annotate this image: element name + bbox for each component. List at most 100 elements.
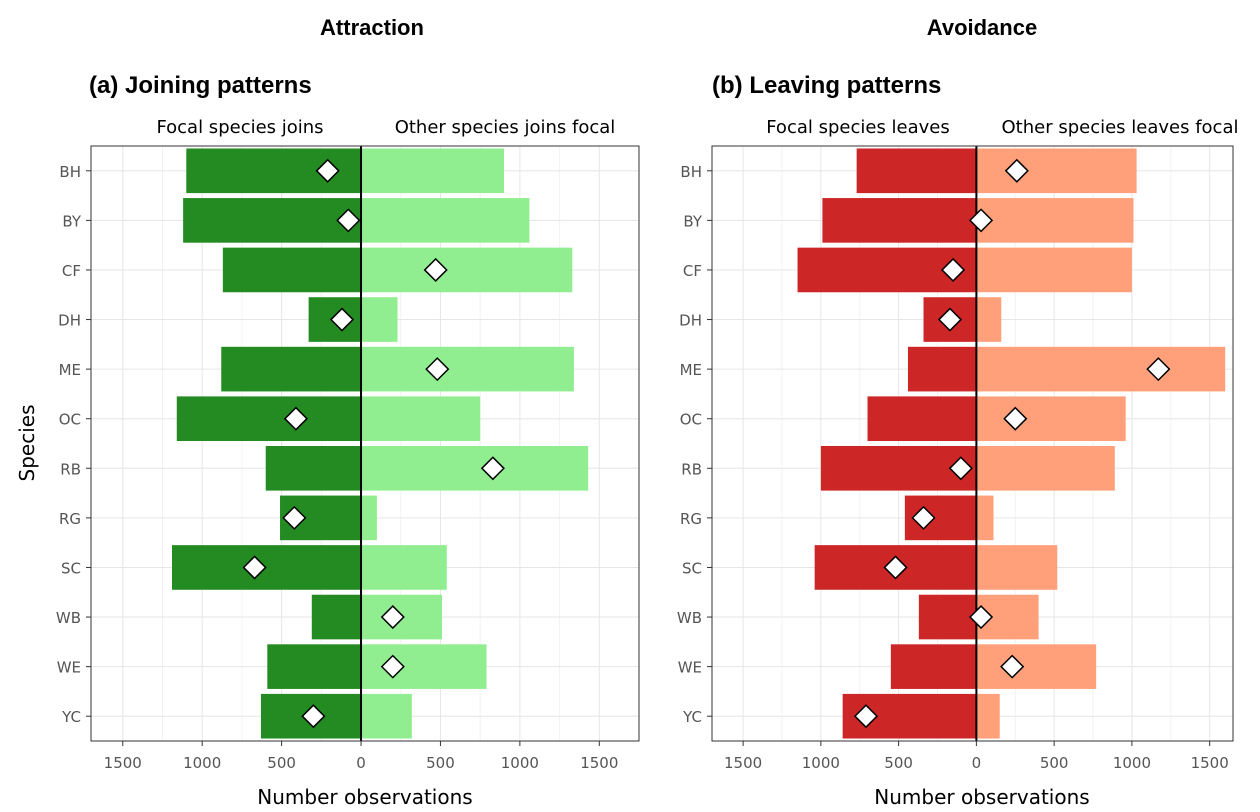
bar-left-oc: [176, 396, 362, 442]
bar-right-rg: [361, 495, 377, 541]
panel-a: Attraction (a) Joining patterns Focal sp…: [56, 15, 640, 809]
y-tick-label: SC: [61, 559, 81, 577]
y-tick-label: BY: [62, 212, 81, 230]
y-tick-label: DH: [679, 312, 702, 330]
left-label-a: Focal species joins: [156, 117, 323, 138]
x-tick-label: 1000: [802, 754, 840, 772]
y-tick-label: WE: [57, 659, 81, 677]
marker-rb: [480, 456, 505, 481]
marker-wb: [380, 604, 405, 630]
plot-area-b: 1500 1000 500 0 500 1000 1500 BH BY CF DH ME OC RB RG S…: [677, 145, 1234, 772]
panel-title-b: (b) Leaving patterns: [712, 72, 941, 99]
plot-frame: [711, 145, 1234, 742]
y-tick-label: YC: [61, 708, 81, 726]
bar-right-bh: [361, 148, 504, 194]
panel-title-a: (a) Joining patterns: [89, 72, 312, 99]
x-tick-label: 500: [884, 754, 913, 772]
marker-yc: [301, 704, 326, 729]
marker-dh: [937, 307, 963, 332]
x-tick-label: 500: [426, 754, 455, 772]
bar-right-sc: [976, 545, 1058, 590]
bar-left-oc: [867, 396, 977, 442]
marker-dh: [329, 307, 355, 332]
y-tick-label: WE: [678, 659, 702, 677]
x-tick-label: 500: [267, 754, 296, 772]
bar-right-dh: [976, 297, 1002, 342]
x-tick-label: 1500: [104, 754, 142, 772]
x-tick-label: 1500: [580, 754, 618, 772]
bar-left-wb: [311, 594, 362, 640]
marker-rg: [911, 505, 936, 530]
plot-frame: [90, 145, 640, 742]
y-tick-label: RB: [60, 460, 81, 478]
marker-cf: [940, 257, 966, 283]
y-tick-label: RB: [681, 460, 702, 478]
x-tick-label: 500: [1040, 754, 1069, 772]
bar-left-we: [267, 644, 362, 689]
y-tick-label: ME: [680, 361, 702, 379]
bar-left-we: [890, 644, 977, 689]
x-tick-label: 1500: [1191, 754, 1229, 772]
bar-right-yc: [361, 693, 412, 739]
y-tick-label: CF: [683, 262, 702, 280]
x-axis-title-a: Number observations: [257, 785, 472, 809]
marker-we: [380, 654, 405, 679]
y-tick-label: RG: [59, 510, 81, 528]
bar-right-oc: [361, 396, 481, 442]
bar-right-dh: [361, 297, 398, 342]
marker-wb: [968, 604, 994, 630]
y-tick-label: OC: [59, 411, 81, 429]
bar-right-sc: [361, 545, 447, 590]
marker-by: [968, 208, 994, 233]
left-label-b: Focal species leaves: [766, 117, 950, 138]
y-tick-label: DH: [58, 312, 81, 330]
bar-left-rb: [265, 445, 362, 491]
marker-sc: [883, 555, 908, 580]
x-tick-label: 1500: [724, 754, 762, 772]
marker-me: [425, 357, 450, 382]
bar-right-cf: [361, 247, 573, 293]
y-tick-label: YC: [682, 708, 702, 726]
x-axis-title-b: Number observations: [874, 785, 1089, 809]
bar-right-we: [361, 644, 487, 689]
marker-cf: [423, 257, 448, 283]
bar-left-me: [907, 346, 977, 392]
y-tick-label: RG: [680, 510, 702, 528]
marker-bh: [315, 158, 340, 183]
panel-b: Avoidance (b) Leaving patterns Focal spe…: [677, 15, 1239, 809]
bar-left-by: [822, 198, 977, 243]
right-label-a: Other species joins focal: [395, 117, 616, 138]
bar-right-me: [976, 346, 1226, 392]
y-tick-label: BH: [59, 163, 81, 181]
y-tick-label: WB: [56, 609, 81, 627]
bar-right-by: [976, 198, 1134, 243]
marker-bh: [1004, 158, 1029, 183]
y-tick-label: SC: [682, 559, 702, 577]
y-tick-label: CF: [62, 262, 81, 280]
marker-yc: [853, 704, 879, 729]
y-axis-title: Species: [15, 405, 39, 482]
y-tick-label: OC: [680, 411, 702, 429]
bar-right-bh: [976, 148, 1137, 194]
bar-right-rb: [361, 445, 589, 491]
marker-oc: [1003, 406, 1028, 431]
bar-right-yc: [976, 693, 1000, 739]
group-title-a: Attraction: [320, 15, 424, 40]
plot-area-a: 1500 1000 500 0 500 1000 1500 BH BY CF DH ME OC RB RG S…: [56, 145, 640, 772]
marker-me: [1146, 357, 1171, 382]
group-title-b: Avoidance: [927, 15, 1037, 40]
y-tick-label: WB: [677, 609, 702, 627]
marker-rb: [948, 456, 973, 481]
x-tick-label: 1000: [183, 754, 221, 772]
bar-left-me: [221, 346, 362, 392]
x-tick-label: 0: [972, 754, 982, 772]
x-tick-label: 0: [356, 754, 366, 772]
marker-by: [336, 208, 361, 233]
x-tick-label: 1000: [1113, 754, 1151, 772]
marker-sc: [242, 555, 267, 580]
bar-left-cf: [222, 247, 362, 293]
marker-rg: [282, 505, 307, 530]
bar-left-bh: [856, 148, 977, 194]
bar-right-rb: [976, 445, 1115, 491]
